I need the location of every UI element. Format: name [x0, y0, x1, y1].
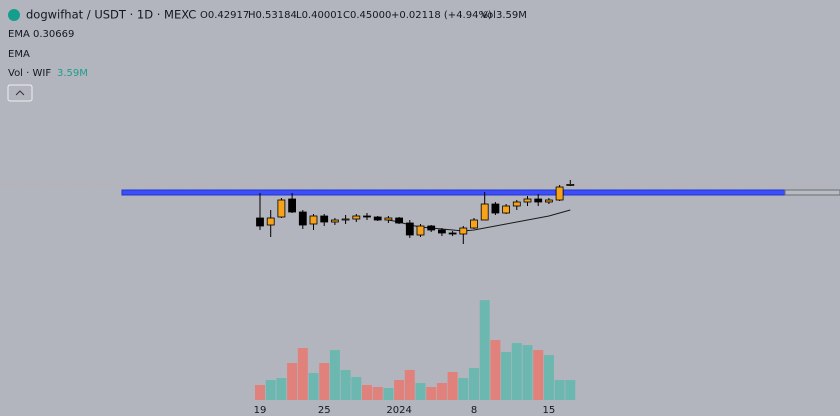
x-tick-label: 8 — [471, 405, 477, 416]
volume-bar — [426, 387, 437, 400]
candle-body — [470, 219, 478, 229]
volume-bar — [340, 370, 351, 400]
symbol-icon — [8, 9, 20, 21]
candle-body — [523, 198, 532, 203]
volume-bar — [297, 348, 308, 400]
candle-body — [491, 203, 500, 214]
volume-bar — [319, 363, 330, 400]
candle-body — [405, 222, 414, 236]
volume-bar — [458, 378, 469, 400]
x-tick-label: 2024 — [386, 405, 411, 416]
volume-bar — [469, 368, 479, 400]
collapse-icon — [15, 90, 25, 96]
candle-body — [320, 215, 329, 223]
candle-body — [427, 225, 436, 231]
candle-body — [384, 217, 393, 221]
candle-body — [341, 218, 350, 221]
candle-body — [502, 205, 511, 214]
volume-bar — [372, 387, 383, 400]
candle-body — [566, 183, 575, 186]
ema-legend: EMA — [8, 49, 30, 60]
candle-body — [437, 229, 446, 234]
volume-bar — [329, 350, 340, 400]
volume-bar — [447, 372, 458, 400]
candle-body — [545, 199, 553, 203]
candle-body — [277, 199, 286, 218]
volume-value: Vol3.59M — [481, 10, 527, 21]
candle-body — [266, 217, 275, 226]
candle-body — [534, 198, 543, 203]
volume-bar — [479, 300, 490, 400]
volume-bar — [522, 345, 533, 400]
x-tick-label: 19 — [254, 405, 267, 416]
volume-bar — [501, 352, 512, 400]
open-value: O0.42917 — [200, 10, 249, 21]
volume-bar — [404, 370, 415, 400]
volume-bar — [415, 383, 426, 400]
band-extension — [784, 189, 840, 196]
candle-body — [363, 215, 371, 218]
volume-bar — [265, 380, 276, 400]
candle-body — [288, 198, 297, 213]
change-value: +0.02118 (+4.94%) — [391, 10, 492, 21]
volume-bar — [351, 377, 362, 400]
volume-legend-value: 3.59M — [57, 68, 88, 79]
volume-bar — [255, 385, 265, 400]
volume-bar — [287, 363, 298, 400]
candle-body — [256, 217, 264, 227]
volume-bar — [511, 343, 522, 400]
candle-body — [555, 186, 564, 201]
candle-body — [512, 201, 521, 207]
volume-bar — [543, 355, 554, 400]
volume-bar — [565, 380, 576, 400]
volume-bar — [276, 378, 287, 400]
candle-body — [480, 203, 489, 221]
close-value: C0.45000 — [343, 10, 391, 21]
ema-legend: EMA 0.30669 — [8, 29, 74, 40]
x-tick-label: 15 — [543, 405, 556, 416]
volume-bar — [394, 380, 405, 400]
collapse-button[interactable] — [7, 84, 33, 102]
volume-bar — [490, 340, 501, 400]
horizontal-band — [121, 189, 786, 196]
symbol: dogwifhat / USDT · 1D · MEXC — [26, 8, 196, 22]
candle-body — [352, 215, 361, 220]
candle-body — [298, 211, 307, 226]
candle-body — [395, 217, 404, 224]
volume-bar — [554, 380, 565, 400]
high-value: H0.53184 — [248, 10, 297, 21]
candle-body — [416, 225, 425, 236]
candle-body — [309, 215, 318, 225]
volume-legend: Vol · WIF — [8, 68, 51, 79]
candle-body — [459, 227, 468, 235]
volume-bar — [308, 373, 319, 400]
candle-body — [448, 232, 457, 235]
volume-bar — [383, 388, 394, 400]
volume-bar — [362, 385, 372, 400]
candle-body — [330, 219, 339, 223]
candle-body — [373, 216, 382, 221]
volume-bar — [436, 383, 447, 400]
x-tick-label: 25 — [318, 405, 331, 416]
low-value: L0.40001 — [296, 10, 343, 21]
volume-bar — [533, 350, 544, 400]
